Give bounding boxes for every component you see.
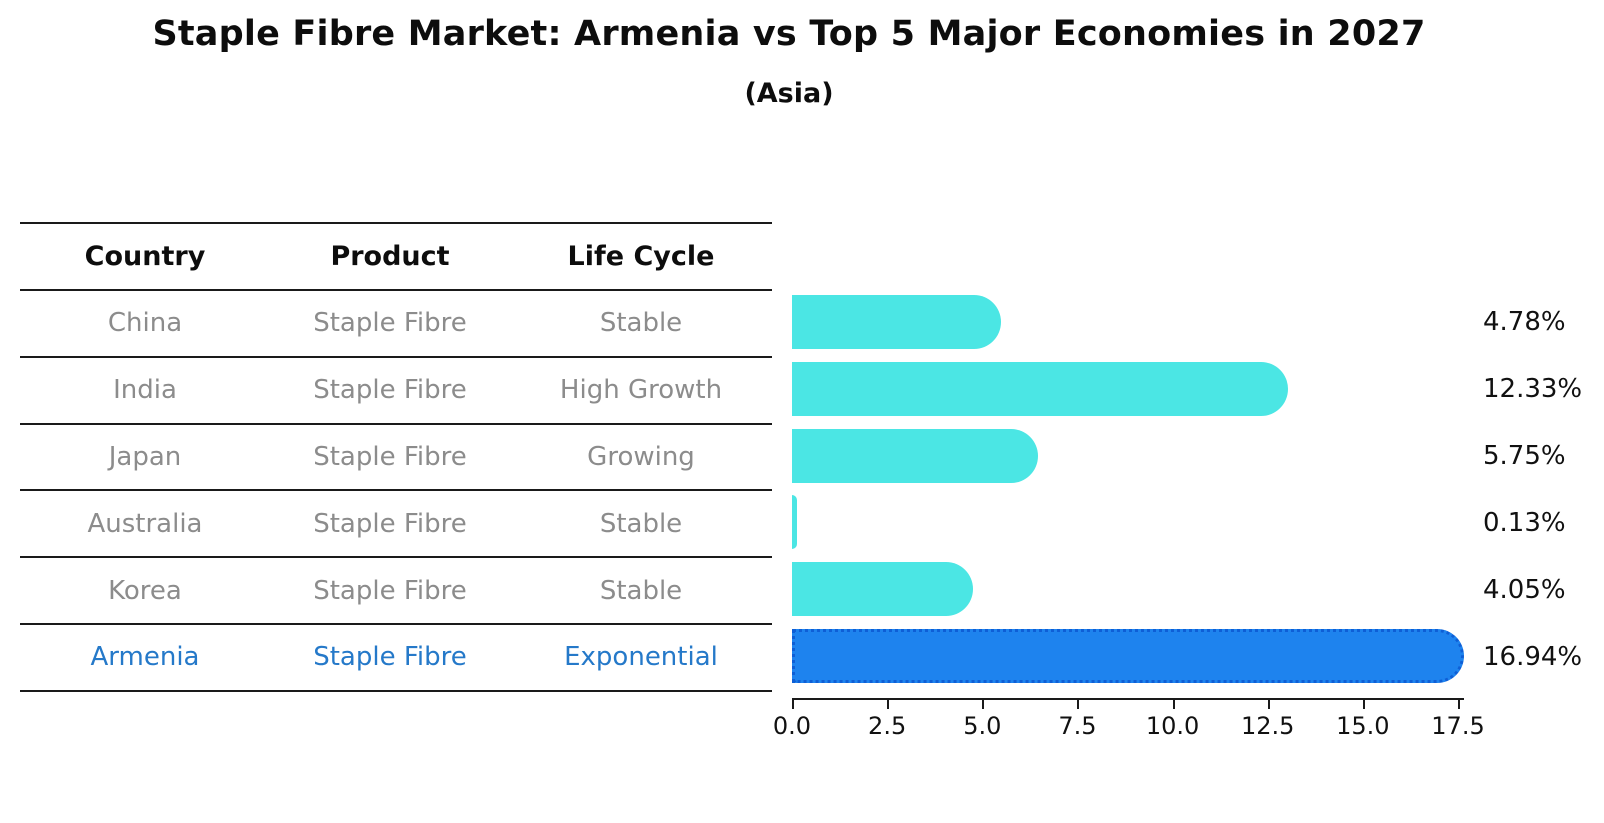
x-tick-17.5	[1458, 700, 1460, 709]
value-label-armenia: 16.94%	[1483, 641, 1583, 672]
value-label-china: 4.78%	[1483, 307, 1566, 338]
x-tick-label-15.0: 15.0	[1336, 712, 1390, 740]
cell-lifecycle: Stable	[599, 575, 683, 606]
table-row-armenia: Armenia Staple Fibre Exponential	[20, 622, 772, 690]
column-header-lifecycle: Life Cycle	[567, 241, 715, 272]
x-tick-7.5	[1077, 700, 1080, 709]
x-tick-5.0	[982, 700, 985, 709]
cell-lifecycle: Stable	[599, 508, 683, 539]
cell-country: China	[107, 308, 183, 339]
table-bottom-line	[20, 689, 772, 692]
bar-row-india: 12.33%	[792, 356, 1604, 423]
cell-country: Armenia	[90, 642, 200, 673]
x-tick-label-10.0: 10.0	[1145, 712, 1200, 740]
value-label-korea: 4.05%	[1483, 574, 1566, 605]
highlight-bar-armenia	[792, 629, 1464, 684]
column-header-product: Product	[330, 241, 450, 272]
x-tick-12.5	[1267, 700, 1270, 709]
bar-australia	[792, 495, 797, 550]
value-label-japan: 5.75%	[1483, 441, 1566, 472]
cell-product: Staple Fibre	[313, 642, 467, 673]
bar-row-australia: 0.13%	[792, 489, 1604, 556]
table-row-japan: Japan Staple Fibre Growing	[20, 422, 772, 490]
x-tick-label-0.0: 0.0	[772, 712, 812, 740]
table-body: China Staple Fibre Stable India Staple Fibre…	[20, 289, 772, 690]
x-tick-15.0	[1362, 700, 1365, 709]
cell-country: Australia	[87, 508, 203, 539]
table-row-korea: Korea Staple Fibre Stable	[20, 556, 772, 623]
bar-row-china: 4.78%	[792, 289, 1604, 356]
cell-product: Staple Fibre	[313, 575, 467, 606]
table-header-row: Country Product Life Cycle	[20, 222, 772, 289]
data-table: Country Product Life Cycle China Staple F…	[20, 222, 772, 692]
x-tick-label-2.5: 2.5	[868, 712, 907, 740]
cell-product: Staple Fibre	[313, 508, 467, 539]
bar-china	[792, 295, 1001, 349]
bar-row-japan: 5.75%	[792, 423, 1604, 490]
x-tick-2.5	[887, 700, 890, 709]
x-tick-label-7.5: 7.5	[1058, 712, 1097, 740]
column-header-country: Country	[84, 241, 206, 272]
x-tick-10.0	[1172, 700, 1175, 709]
x-axis: 0.0 2.5 5.0 7.5 10.0 12.5 15.0 17.5	[773, 698, 1485, 758]
cell-lifecycle: Stable	[599, 308, 683, 339]
bar-row-korea: 4.05%	[792, 556, 1604, 623]
bar-korea	[792, 562, 974, 617]
chart-subtitle: (Asia)	[744, 78, 834, 109]
cell-product: Staple Fibre	[313, 308, 467, 339]
table-row-china: China Staple Fibre Stable	[20, 289, 772, 356]
table-row-australia: Australia Staple Fibre Stable	[20, 489, 772, 556]
cell-lifecycle: Growing	[587, 441, 695, 472]
bar-india	[792, 361, 1289, 416]
cell-lifecycle: Exponential	[564, 642, 718, 673]
bar-chart-area: 4.78% 12.33% 5.75% 0.13% 4.05% 16.94%	[792, 289, 1604, 690]
value-label-australia: 0.13%	[1483, 507, 1566, 538]
bar-japan	[792, 428, 1038, 483]
cell-product: Staple Fibre	[313, 441, 467, 472]
table-row-india: India Staple Fibre High Growth	[20, 355, 772, 423]
cell-country: Japan	[108, 441, 182, 472]
cell-country: Korea	[108, 575, 182, 606]
x-tick-0.0	[792, 700, 794, 709]
x-axis-line	[792, 698, 1464, 700]
cell-lifecycle: High Growth	[559, 375, 723, 406]
x-tick-label-5.0: 5.0	[963, 712, 1002, 740]
cell-country: India	[113, 375, 177, 406]
cell-product: Staple Fibre	[313, 375, 467, 406]
x-tick-label-17.5: 17.5	[1431, 712, 1485, 740]
bar-row-armenia: 16.94%	[792, 623, 1604, 690]
value-label-india: 12.33%	[1483, 374, 1583, 405]
chart-title: Staple Fibre Market: Armenia vs Top 5 Ma…	[152, 14, 1426, 54]
x-tick-label-12.5: 12.5	[1240, 712, 1295, 740]
